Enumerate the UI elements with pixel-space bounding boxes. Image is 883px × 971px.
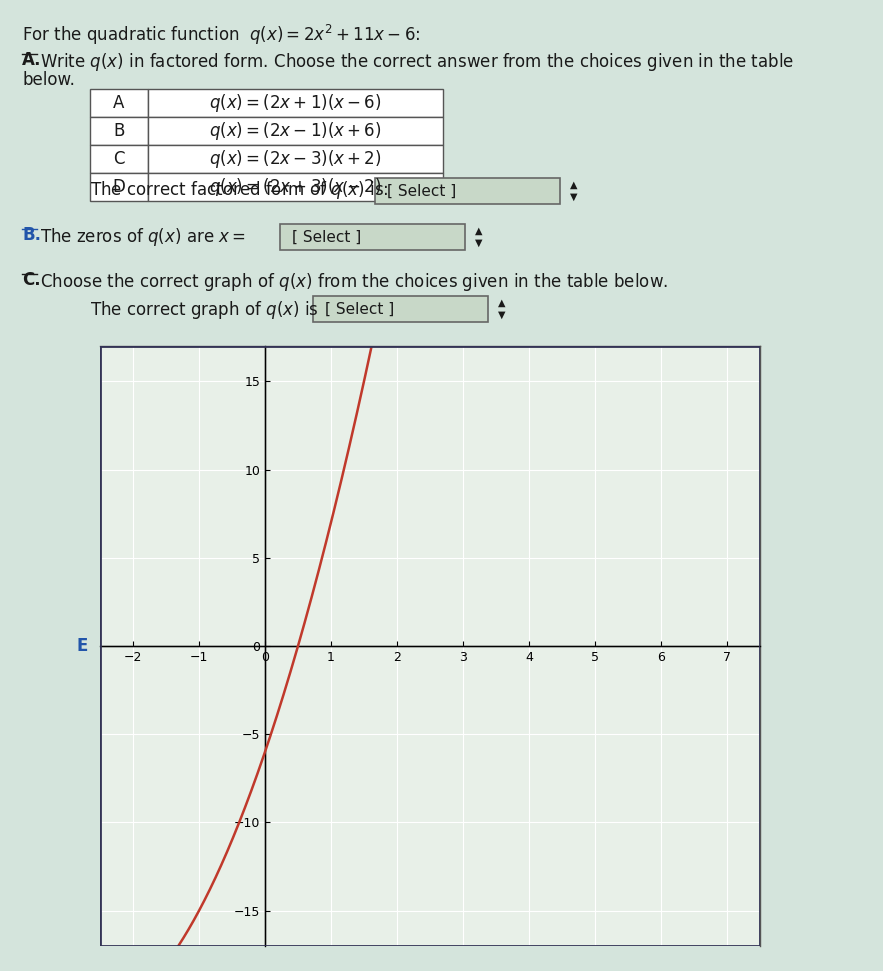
Bar bbox=[375, 178, 560, 204]
Text: The zeros of $q(x)$ are $x =$: The zeros of $q(x)$ are $x =$ bbox=[40, 226, 245, 248]
Text: [ Select ]: [ Select ] bbox=[325, 302, 394, 317]
Text: A.: A. bbox=[22, 51, 42, 69]
Bar bbox=[280, 224, 465, 250]
Text: For the quadratic function  $q(x) = 2x^2 + 11x - 6$:: For the quadratic function $q(x) = 2x^2 … bbox=[22, 23, 420, 48]
Text: D: D bbox=[112, 178, 125, 196]
Text: $q(x) = (2x+1)(x-6)$: $q(x) = (2x+1)(x-6)$ bbox=[209, 92, 381, 114]
Text: [ Select ]: [ Select ] bbox=[292, 229, 361, 245]
Text: The correct factored form of $q(x)$ is:: The correct factored form of $q(x)$ is: bbox=[90, 179, 389, 201]
Bar bbox=[90, 117, 148, 145]
Text: The correct graph of $q(x)$ is: The correct graph of $q(x)$ is bbox=[90, 299, 319, 321]
Text: C.: C. bbox=[22, 271, 41, 289]
Text: A: A bbox=[113, 94, 125, 112]
Text: $q(x) = (2x+3)(x-2)$: $q(x) = (2x+3)(x-2)$ bbox=[209, 176, 381, 198]
Text: $q(x) = (2x-3)(x+2)$: $q(x) = (2x-3)(x+2)$ bbox=[209, 148, 381, 170]
Bar bbox=[90, 145, 148, 173]
Bar bbox=[148, 89, 443, 117]
Bar bbox=[148, 117, 443, 145]
Bar bbox=[148, 145, 443, 173]
Text: below.: below. bbox=[22, 71, 75, 89]
Bar bbox=[90, 89, 148, 117]
Text: E: E bbox=[76, 637, 87, 655]
Text: ▲
▼: ▲ ▼ bbox=[475, 226, 483, 248]
Text: Write $q(x)$ in factored form. Choose the correct answer from the choices given : Write $q(x)$ in factored form. Choose th… bbox=[40, 51, 794, 73]
Text: C: C bbox=[113, 150, 125, 168]
Bar bbox=[100, 346, 760, 946]
Text: ▲
▼: ▲ ▼ bbox=[498, 298, 506, 319]
Text: [ Select ]: [ Select ] bbox=[387, 184, 457, 198]
Text: $q(x) = (2x-1)(x+6)$: $q(x) = (2x-1)(x+6)$ bbox=[209, 120, 381, 142]
Bar bbox=[148, 173, 443, 201]
Bar bbox=[313, 296, 488, 322]
Bar bbox=[90, 173, 148, 201]
Text: ▲
▼: ▲ ▼ bbox=[570, 181, 577, 202]
Text: B.: B. bbox=[22, 226, 41, 244]
Text: Choose the correct graph of $q(x)$ from the choices given in the table below.: Choose the correct graph of $q(x)$ from … bbox=[40, 271, 668, 293]
Text: B: B bbox=[113, 122, 125, 140]
